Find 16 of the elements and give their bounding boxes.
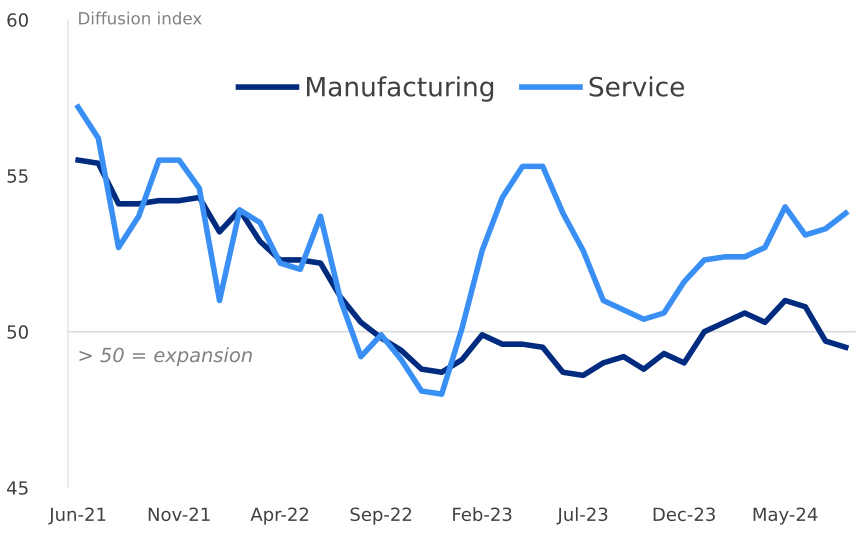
x-tick-label: Sep-22 [350, 507, 412, 525]
y-tick-label: 55 [8, 169, 28, 183]
y-tick-label: 60 [7, 13, 28, 27]
y-tick-label: 50 [8, 325, 28, 339]
x-tick-label: Jul-23 [556, 507, 608, 524]
x-tick-label: May-24 [754, 507, 818, 525]
y-tick-label: 45 [7, 481, 28, 495]
x-tick-label: Nov-21 [148, 507, 210, 522]
legend-label: Manufacturing [307, 76, 494, 102]
x-tick-label: Jun-21 [48, 507, 106, 524]
x-tick-label: Feb-23 [453, 507, 512, 522]
y-axis-title: Diffusion index [79, 12, 202, 25]
annotation: > 50 = expansion [80, 347, 252, 366]
x-tick-label: Apr-22 [250, 507, 308, 525]
x-tick-label: Dec-23 [654, 507, 715, 522]
legend-label: Service [590, 76, 684, 97]
